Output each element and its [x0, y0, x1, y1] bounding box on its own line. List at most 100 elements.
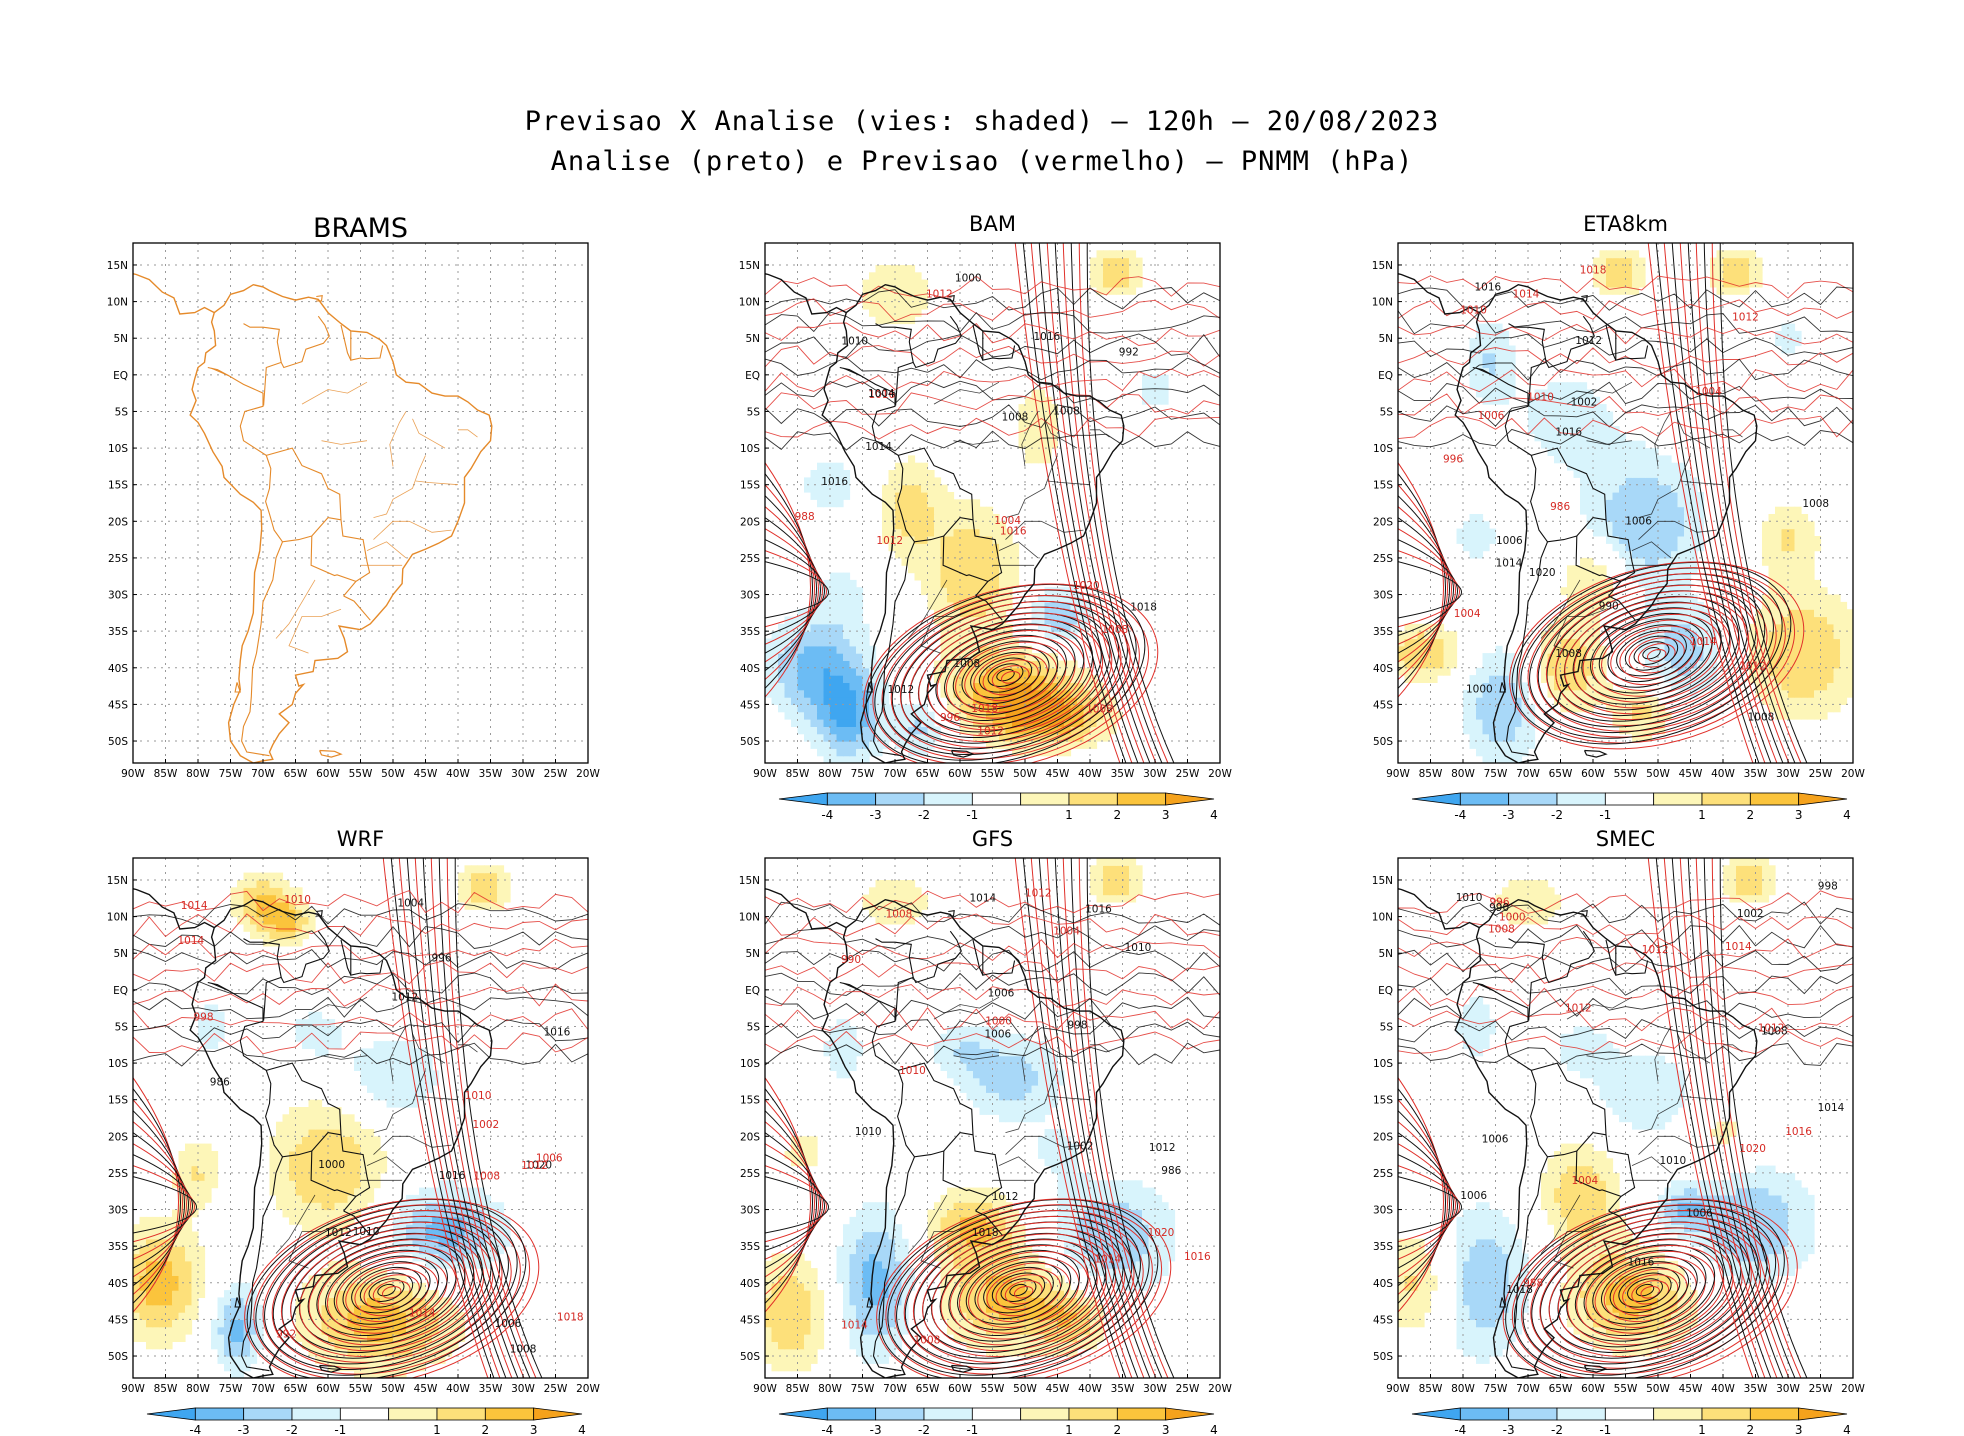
contour-label: 1010	[353, 1226, 380, 1238]
contour-label: 1006	[1496, 535, 1523, 547]
lon-tick-label: 25W	[1809, 768, 1833, 780]
lat-tick-label: 15N	[739, 875, 760, 887]
contour-label: 1014	[970, 893, 997, 905]
colorbar-label: -3	[870, 808, 882, 822]
lon-tick-label: 35W	[479, 768, 503, 780]
lat-tick-label: 15S	[1373, 480, 1393, 492]
lon-tick-label: 45W	[1679, 1383, 1703, 1395]
lat-tick-label: 40S	[108, 663, 128, 675]
contour-label: 1012	[521, 1160, 548, 1172]
colorbar-label: 3	[1795, 808, 1803, 822]
lon-tick-label: 50W	[381, 768, 405, 780]
isobars	[765, 243, 1220, 763]
colorbar-label: -4	[821, 808, 833, 822]
contour-label: 1016	[869, 389, 896, 401]
lat-tick-label: 10S	[740, 443, 760, 455]
panel-smec: SMEC100810121010101410061016101810201014…	[1372, 827, 1866, 1436]
lon-tick-label: 35W	[479, 1383, 503, 1395]
lon-tick-label: 35W	[1744, 1383, 1768, 1395]
lat-tick-label: 10S	[740, 1058, 760, 1070]
contour-label: 1006	[1460, 1190, 1487, 1202]
coastline	[765, 273, 1125, 763]
colorbar-label: -1	[334, 1423, 346, 1436]
lon-tick-label: 30W	[1143, 768, 1167, 780]
contour-label: 1020	[1148, 1227, 1175, 1239]
contour-label: 1016	[1034, 331, 1061, 343]
contour-label: 1000	[985, 1015, 1012, 1027]
lon-tick-label: 25W	[1176, 1383, 1200, 1395]
contour-label: 998	[1818, 880, 1838, 892]
lat-tick-label: 20S	[108, 516, 128, 528]
colorbar-label: -1	[966, 808, 978, 822]
colorbar-label: -1	[1599, 808, 1611, 822]
lat-tick-label: 25S	[108, 553, 128, 565]
lon-tick-label: 45W	[414, 768, 438, 780]
lon-tick-label: 45W	[414, 1383, 438, 1395]
contour-label: 1000	[1466, 683, 1493, 695]
lon-tick-label: 85W	[786, 768, 810, 780]
lon-tick-label: 60W	[948, 768, 972, 780]
lon-tick-label: 40W	[1078, 768, 1102, 780]
lon-tick-label: 20W	[576, 768, 600, 780]
lon-tick-label: 40W	[1711, 1383, 1735, 1395]
contour-label: 1008	[1053, 406, 1080, 418]
coastline	[1398, 273, 1758, 763]
lat-tick-label: 10N	[739, 297, 760, 309]
lon-tick-label: 50W	[1646, 768, 1670, 780]
lon-tick-label: 60W	[1581, 1383, 1605, 1395]
lat-tick-label: 50S	[740, 1351, 760, 1363]
lat-tick-label: 5S	[115, 406, 129, 418]
colorbar-label: -1	[1599, 1423, 1611, 1436]
coastline	[1398, 888, 1758, 1378]
lon-tick-label: 85W	[786, 1383, 810, 1395]
lat-tick-label: 15S	[740, 1095, 760, 1107]
contour-label: 1006	[1482, 1133, 1509, 1145]
panel-eta8km: ETA8km1008101010081012101410061008101010…	[1372, 212, 1866, 822]
contour-label: 1008	[1761, 1026, 1788, 1038]
contour-label: 1008	[473, 1171, 500, 1183]
lon-tick-label: 70W	[883, 768, 907, 780]
lon-tick-label: 65W	[284, 768, 308, 780]
lat-tick-label: 10S	[108, 1058, 128, 1070]
lat-tick-label: 25S	[1373, 553, 1393, 565]
lon-tick-label: 35W	[1111, 1383, 1135, 1395]
lat-tick-label: 35S	[108, 1241, 128, 1253]
lat-tick-label: 10N	[107, 912, 128, 924]
contour-label: 1018	[1130, 602, 1157, 614]
contour-label: 1012	[1025, 888, 1052, 900]
figure-title-line1: Previsao X Analise (vies: shaded) – 120h…	[524, 106, 1440, 137]
colorbar-label: 3	[530, 1423, 538, 1436]
contour-label: 1010	[855, 1126, 882, 1138]
colorbar-label: 1	[1698, 808, 1706, 822]
lon-tick-label: 60W	[948, 1383, 972, 1395]
contour-label: 1014	[1513, 288, 1540, 300]
lon-tick-label: 85W	[1419, 1383, 1443, 1395]
lat-tick-label: EQ	[113, 370, 128, 382]
lon-tick-label: 60W	[316, 768, 340, 780]
lon-tick-label: 65W	[916, 768, 940, 780]
lon-tick-label: 90W	[1386, 1383, 1410, 1395]
contour-label: 1020	[1073, 580, 1100, 592]
panel-title: GFS	[972, 827, 1013, 851]
lat-tick-label: 25S	[1373, 1168, 1393, 1180]
lat-tick-label: 20S	[108, 1131, 128, 1143]
colorbar-label: -2	[1551, 808, 1563, 822]
panel-title: ETA8km	[1583, 212, 1668, 236]
contour-label: 1012	[977, 726, 1004, 738]
lon-tick-label: 20W	[1208, 1383, 1232, 1395]
contour-label: 1016	[1555, 427, 1582, 439]
contour-label: 998	[1068, 1020, 1088, 1032]
lon-tick-label: 75W	[219, 768, 243, 780]
lat-tick-label: 45S	[740, 1314, 760, 1326]
contour-label: 1016	[1628, 1256, 1655, 1268]
contour-label: 1008	[1102, 624, 1129, 636]
colorbar-label: -3	[238, 1423, 250, 1436]
isobars	[133, 858, 588, 1378]
contour-label: 1018	[1580, 264, 1607, 276]
lon-tick-label: 50W	[1013, 768, 1037, 780]
contour-label: 1014	[181, 900, 208, 912]
colorbar-label: 4	[1210, 1423, 1218, 1436]
lat-tick-label: 30S	[108, 590, 128, 602]
contour-label: 990	[841, 954, 861, 966]
colorbar-label: 1	[1065, 808, 1073, 822]
